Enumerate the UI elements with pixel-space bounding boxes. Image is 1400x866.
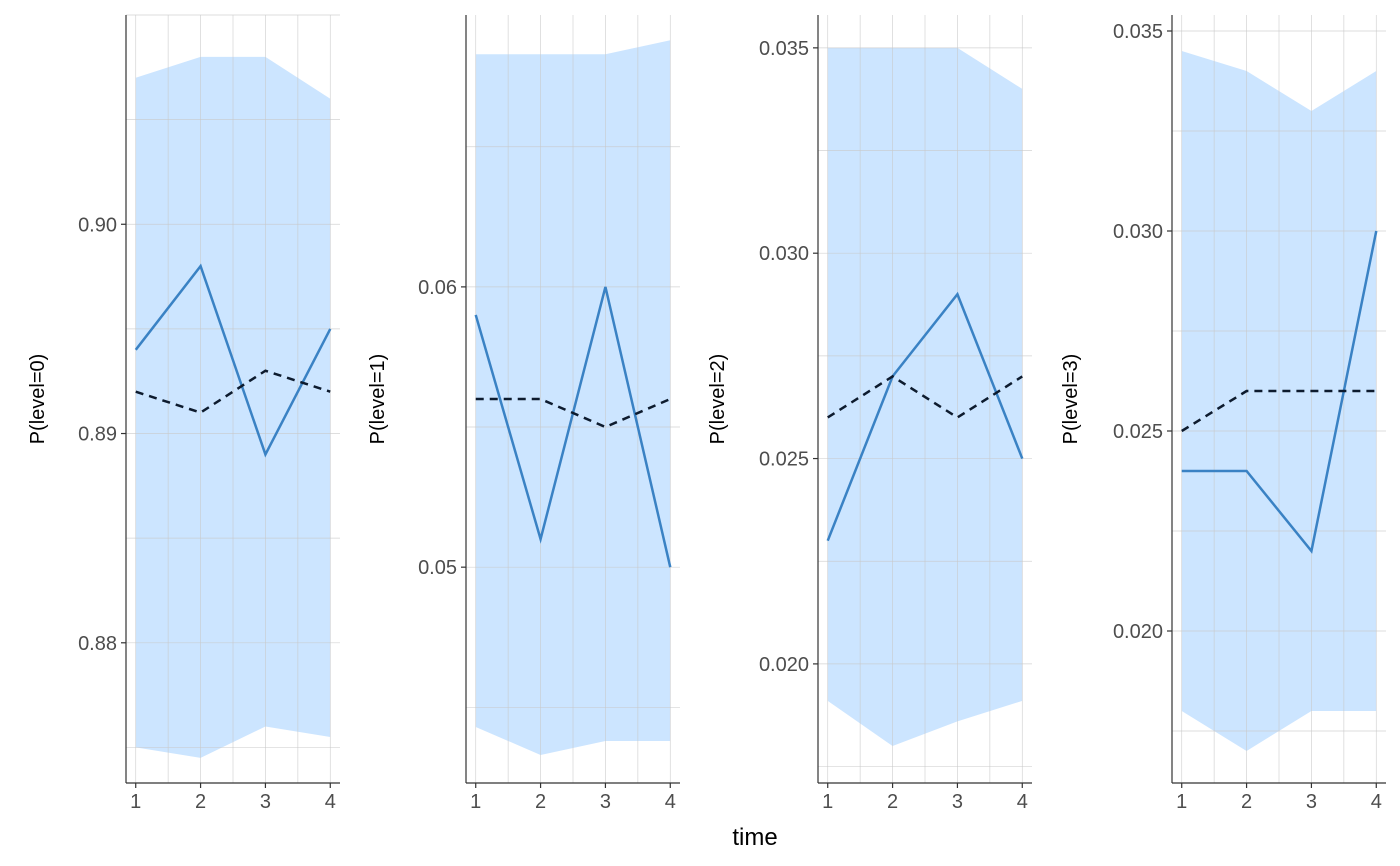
x-tick-label: 1	[1176, 791, 1187, 813]
y-tick-label: 0.025	[759, 449, 809, 471]
x-tick-label: 2	[535, 791, 546, 813]
y-tick-label: 0.035	[1113, 21, 1163, 43]
y-axis-title: P(level=2)	[707, 354, 729, 445]
y-axis-title: P(level=3)	[1060, 354, 1082, 445]
panel-3: 0.020 0.025 0.030 0.035 1 2 3 4 P(level=3)	[1060, 15, 1386, 813]
y-tick-label: 0.020	[1113, 621, 1163, 643]
x-tick-label: 3	[1306, 791, 1317, 813]
x-tick-label: 1	[130, 791, 141, 813]
y-tick-label: 0.035	[759, 38, 809, 60]
x-tick-label: 4	[1371, 791, 1382, 813]
x-tick-label: 2	[887, 791, 898, 813]
series-line-dashed	[1181, 389, 1377, 433]
series-line-solid	[826, 291, 1024, 542]
x-tick-label: 3	[260, 791, 271, 813]
panel-2: 0.020 0.025 0.030 0.035 1 2 3 4 P(level=2)	[707, 15, 1032, 813]
y-tick-label: 0.025	[1113, 421, 1163, 443]
series-line-dashed	[475, 397, 671, 429]
y-tick-label: 0.030	[1113, 221, 1163, 243]
x-tick-label: 4	[325, 791, 336, 813]
x-tick-label: 2	[1241, 791, 1252, 813]
x-tick-label: 3	[952, 791, 963, 813]
x-tick-label: 3	[600, 791, 611, 813]
x-tick-label: 4	[665, 791, 676, 813]
grid	[466, 15, 680, 783]
series-line-dashed	[827, 374, 1023, 419]
y-axis-title: P(level=0)	[27, 354, 49, 445]
x-tick-label: 1	[470, 791, 481, 813]
panel-1: 0.05 0.06 1 2 3 4 P(level=1)	[367, 15, 680, 813]
facet-panels: 0.88 0.89 0.90 1 2 3 4 P(level=0) 0.05 0.06 1 2 3 4 P(…	[27, 14, 1386, 813]
y-tick-label: 0.88	[78, 633, 117, 655]
y-tick-label: 0.90	[78, 214, 117, 236]
y-tick-label: 0.030	[759, 243, 809, 265]
grid	[126, 14, 340, 783]
y-axis-title: P(level=1)	[367, 354, 389, 445]
series-line-solid	[134, 263, 332, 458]
y-tick-label: 0.89	[78, 424, 117, 446]
grid	[818, 15, 1032, 783]
series-line-dashed	[135, 369, 331, 414]
y-tick-label: 0.020	[759, 654, 809, 676]
x-tick-label: 4	[1017, 791, 1028, 813]
x-tick-label: 2	[195, 791, 206, 813]
panel-0: 0.88 0.89 0.90 1 2 3 4 P(level=0)	[27, 14, 340, 813]
grid	[1172, 15, 1386, 783]
x-axis-title: time	[732, 824, 777, 851]
x-tick-label: 1	[822, 791, 833, 813]
y-tick-label: 0.05	[418, 557, 457, 579]
y-tick-label: 0.06	[418, 277, 457, 299]
